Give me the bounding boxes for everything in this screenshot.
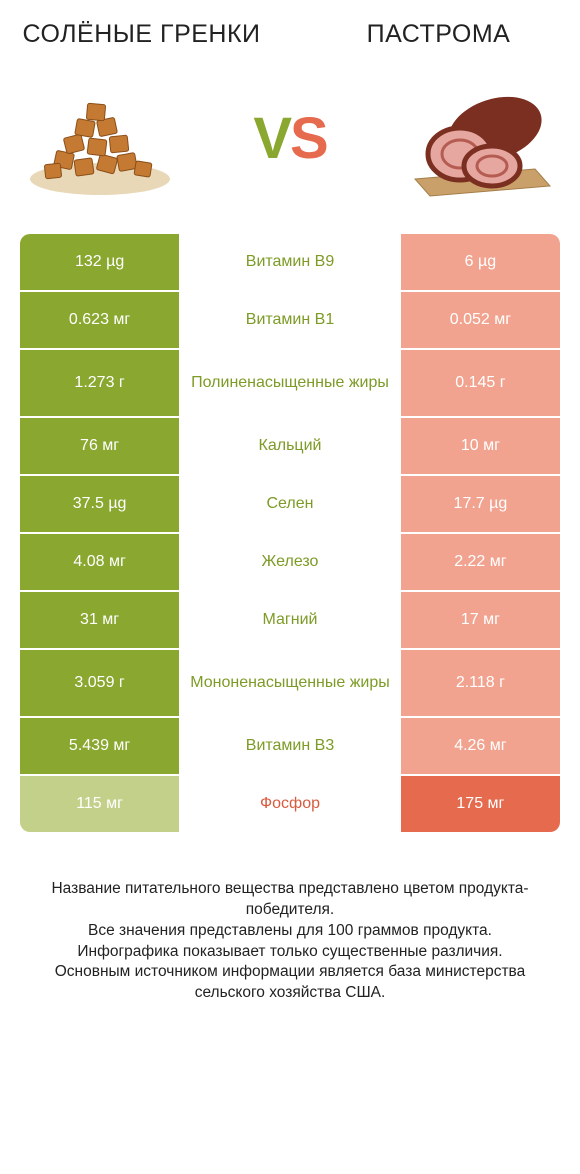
footer-notes: Название питательного вещества представл…	[20, 879, 560, 1005]
nutrient-name: Витамин B9	[179, 234, 401, 290]
table-row: 5.439 мгВитамин B34.26 мг	[20, 718, 560, 776]
right-value: 2.22 мг	[401, 534, 560, 590]
images-row: VS	[20, 74, 560, 204]
nutrition-table: 132 µgВитамин B96 µg0.623 мгВитамин B10.…	[20, 234, 560, 834]
left-value: 1.273 г	[20, 350, 179, 416]
right-value: 0.145 г	[401, 350, 560, 416]
nutrient-name: Мононенасыщенные жиры	[179, 650, 401, 716]
vs-v: V	[253, 106, 290, 171]
left-value: 0.623 мг	[20, 292, 179, 348]
nutrient-name: Полиненасыщенные жиры	[179, 350, 401, 416]
table-row: 37.5 µgСелен17.7 µg	[20, 476, 560, 534]
left-value: 5.439 мг	[20, 718, 179, 774]
nutrient-name: Магний	[179, 592, 401, 648]
right-value: 4.26 мг	[401, 718, 560, 774]
vs-s: S	[290, 106, 327, 171]
left-value: 76 мг	[20, 418, 179, 474]
right-value: 17 мг	[401, 592, 560, 648]
header-row: СОЛЁНЫЕ ГРЕНКИ ПАСТРОМА	[20, 20, 560, 49]
nutrient-name: Витамин B3	[179, 718, 401, 774]
left-value: 4.08 мг	[20, 534, 179, 590]
nutrient-name: Кальций	[179, 418, 401, 474]
nutrient-name: Селен	[179, 476, 401, 532]
left-value: 31 мг	[20, 592, 179, 648]
left-value: 115 мг	[20, 776, 179, 832]
left-product-image	[20, 74, 180, 204]
right-value: 6 µg	[401, 234, 560, 290]
table-row: 115 мгФосфор175 мг	[20, 776, 560, 834]
infographic-root: СОЛЁНЫЕ ГРЕНКИ ПАСТРОМА	[0, 0, 580, 1034]
table-row: 76 мгКальций10 мг	[20, 418, 560, 476]
table-row: 1.273 гПолиненасыщенные жиры0.145 г	[20, 350, 560, 418]
footer-line: Основным источником информации является …	[28, 962, 552, 1004]
footer-line: Название питательного вещества представл…	[28, 879, 552, 921]
right-product-title: ПАСТРОМА	[317, 20, 560, 49]
right-value: 10 мг	[401, 418, 560, 474]
left-value: 37.5 µg	[20, 476, 179, 532]
nutrient-name: Железо	[179, 534, 401, 590]
footer-line: Инфографика показывает только существенн…	[28, 942, 552, 963]
left-value: 132 µg	[20, 234, 179, 290]
footer-line: Все значения представлены для 100 граммо…	[28, 921, 552, 942]
left-product-title: СОЛЁНЫЕ ГРЕНКИ	[20, 20, 263, 49]
table-row: 4.08 мгЖелезо2.22 мг	[20, 534, 560, 592]
table-row: 0.623 мгВитамин B10.052 мг	[20, 292, 560, 350]
right-product-image	[400, 74, 560, 204]
right-value: 0.052 мг	[401, 292, 560, 348]
table-row: 31 мгМагний17 мг	[20, 592, 560, 650]
right-value: 17.7 µg	[401, 476, 560, 532]
right-value: 175 мг	[401, 776, 560, 832]
table-row: 132 µgВитамин B96 µg	[20, 234, 560, 292]
nutrient-name: Витамин B1	[179, 292, 401, 348]
table-row: 3.059 гМононенасыщенные жиры2.118 г	[20, 650, 560, 718]
croutons-icon	[20, 74, 180, 204]
vs-label: VS	[253, 105, 326, 172]
pastrami-icon	[400, 74, 560, 204]
left-value: 3.059 г	[20, 650, 179, 716]
nutrient-name: Фосфор	[179, 776, 401, 832]
right-value: 2.118 г	[401, 650, 560, 716]
